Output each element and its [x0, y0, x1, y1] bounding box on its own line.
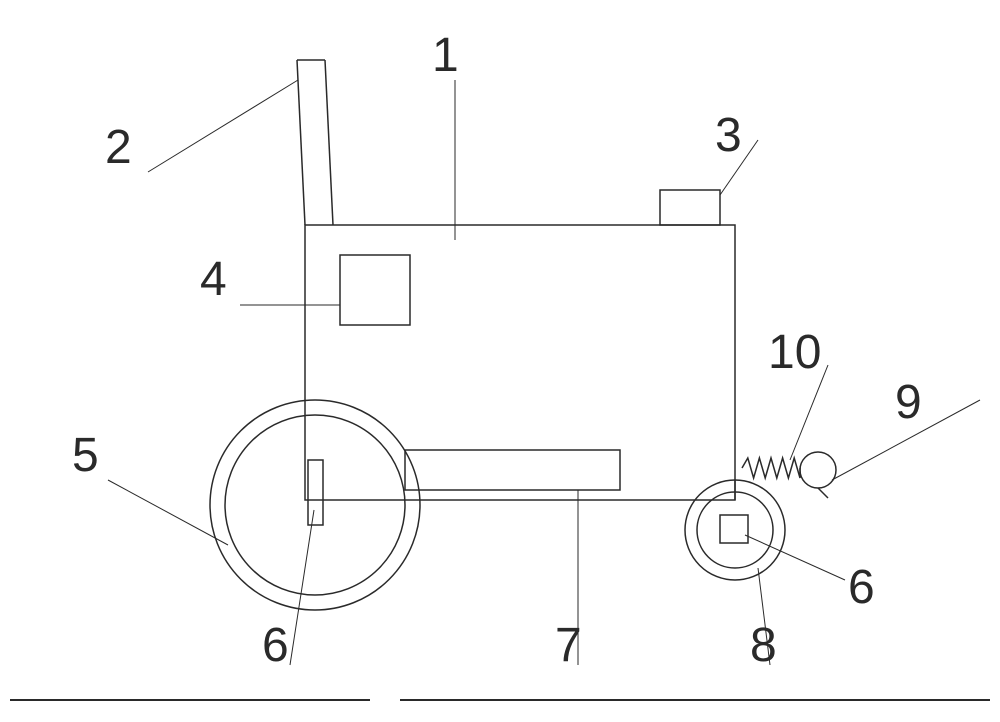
label-l3: 3 [715, 108, 742, 163]
label-l4: 4 [200, 252, 227, 307]
label-l8: 8 [750, 618, 777, 673]
label-l2: 2 [105, 120, 132, 175]
label-l6b: 6 [848, 560, 875, 615]
label-l7: 7 [555, 618, 582, 673]
label-l10: 10 [768, 325, 821, 380]
label-l5: 5 [72, 428, 99, 483]
label-l1: 1 [432, 28, 459, 83]
label-l6a: 6 [262, 618, 289, 673]
schematic-diagram: 1 2 3 4 5 6 6 7 8 9 10 [0, 0, 1000, 722]
label-l9: 9 [895, 375, 922, 430]
